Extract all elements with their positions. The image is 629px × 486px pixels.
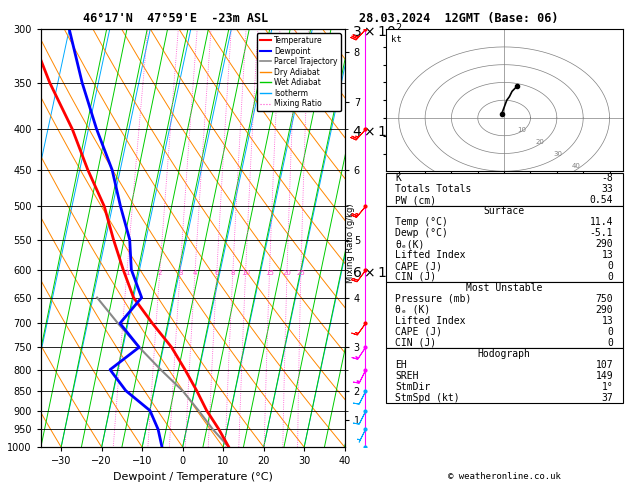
Text: 290: 290 [596,239,613,249]
Text: 13: 13 [601,250,613,260]
Text: 0: 0 [608,272,613,282]
Text: 46°17'N  47°59'E  -23m ASL: 46°17'N 47°59'E -23m ASL [84,12,269,25]
Text: 10: 10 [241,270,250,276]
Text: Most Unstable: Most Unstable [466,283,542,293]
Text: 149: 149 [596,371,613,381]
Text: 0: 0 [608,261,613,271]
Text: 290: 290 [596,305,613,315]
Text: 0: 0 [608,338,613,348]
Text: Temp (°C): Temp (°C) [395,217,448,227]
Bar [386,348,623,403]
Text: CIN (J): CIN (J) [395,272,436,282]
Text: 28.03.2024  12GMT (Base: 06): 28.03.2024 12GMT (Base: 06) [359,12,559,25]
Text: 33: 33 [601,184,613,194]
Text: 37: 37 [601,393,613,403]
Text: 0.54: 0.54 [590,195,613,205]
Text: 750: 750 [596,294,613,304]
Text: CAPE (J): CAPE (J) [395,327,442,337]
Text: Hodograph: Hodograph [477,349,531,359]
Bar [386,206,623,282]
Text: 1°: 1° [601,382,613,392]
Text: © weatheronline.co.uk: © weatheronline.co.uk [448,472,560,481]
Text: Mixing Ratio (g/kg): Mixing Ratio (g/kg) [347,203,355,283]
Text: 0: 0 [608,327,613,337]
Text: 20: 20 [535,139,545,145]
Text: 1: 1 [125,270,130,276]
Text: 6: 6 [214,270,219,276]
Legend: Temperature, Dewpoint, Parcel Trajectory, Dry Adiabat, Wet Adiabat, Isotherm, Mi: Temperature, Dewpoint, Parcel Trajectory… [257,33,341,111]
Text: -5.1: -5.1 [590,228,613,238]
Text: Pressure (mb): Pressure (mb) [395,294,472,304]
Text: θₑ(K): θₑ(K) [395,239,425,249]
Text: 40: 40 [571,163,580,169]
Bar [386,173,623,206]
Text: 3: 3 [178,270,182,276]
Text: 107: 107 [596,360,613,370]
Text: EH: EH [395,360,407,370]
Text: CAPE (J): CAPE (J) [395,261,442,271]
Text: K: K [395,173,401,183]
Text: PW (cm): PW (cm) [395,195,436,205]
Text: 10: 10 [518,127,526,133]
Text: Lifted Index: Lifted Index [395,316,465,326]
X-axis label: Dewpoint / Temperature (°C): Dewpoint / Temperature (°C) [113,472,273,482]
Y-axis label: km
ASL: km ASL [408,238,426,260]
Text: StmDir: StmDir [395,382,430,392]
Bar [386,282,623,348]
Text: 15: 15 [265,270,274,276]
Text: Surface: Surface [484,206,525,216]
Text: θₑ (K): θₑ (K) [395,305,430,315]
Text: Lifted Index: Lifted Index [395,250,465,260]
Text: kt: kt [391,35,401,44]
Y-axis label: hPa: hPa [0,228,2,248]
Text: -8: -8 [601,173,613,183]
Text: 25: 25 [297,270,305,276]
Text: 30: 30 [554,151,562,157]
Text: Totals Totals: Totals Totals [395,184,472,194]
Text: 20: 20 [282,270,291,276]
Text: 11.4: 11.4 [590,217,613,227]
Text: 13: 13 [601,316,613,326]
Text: 4: 4 [193,270,198,276]
Text: SREH: SREH [395,371,418,381]
Text: 2: 2 [158,270,162,276]
Text: CIN (J): CIN (J) [395,338,436,348]
Text: StmSpd (kt): StmSpd (kt) [395,393,460,403]
Text: 8: 8 [231,270,235,276]
Text: Dewp (°C): Dewp (°C) [395,228,448,238]
